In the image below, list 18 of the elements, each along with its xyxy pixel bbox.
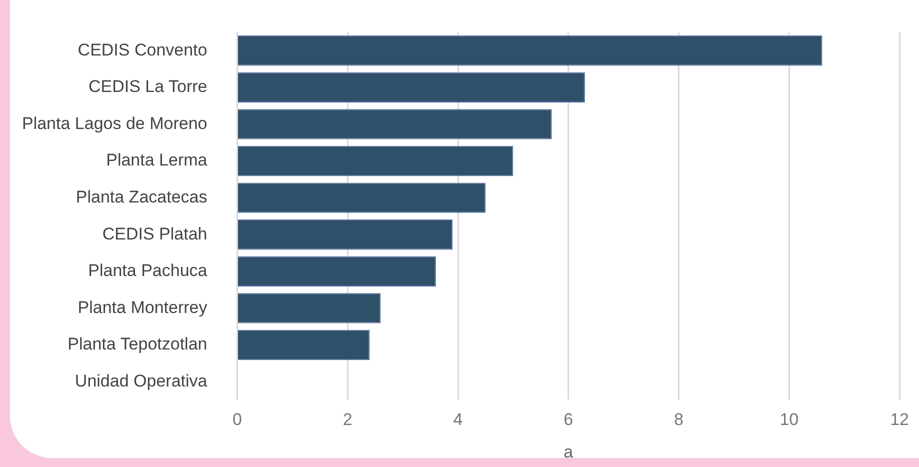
y-tick-label: Planta Zacatecas [76,187,208,206]
y-tick-label: Planta Lagos de Moreno [22,114,208,133]
y-tick-label: Planta Monterrey [78,298,208,317]
y-tick-label: Planta Tepotzotlan [68,334,208,354]
y-tick-label: CEDIS Convento [78,40,208,60]
x-tick-label: 12 [890,410,910,430]
x-tick-label: 8 [674,410,684,430]
y-tick-label: Planta Pachuca [88,261,208,280]
y-tick-label: Planta Lerma [106,150,208,170]
x-tick-label: 10 [780,410,799,430]
y-tick-label: Unidad Operativa [74,371,208,390]
x-axis-title: a [564,442,574,462]
x-tick-label: 0 [232,410,242,430]
x-tick-label: 4 [453,410,463,430]
y-tick-label: CEDIS La Torre [88,77,208,96]
x-tick-label: 2 [342,410,352,430]
y-tick-label: CEDIS Platah [102,224,208,244]
x-tick-label: 6 [564,410,574,430]
